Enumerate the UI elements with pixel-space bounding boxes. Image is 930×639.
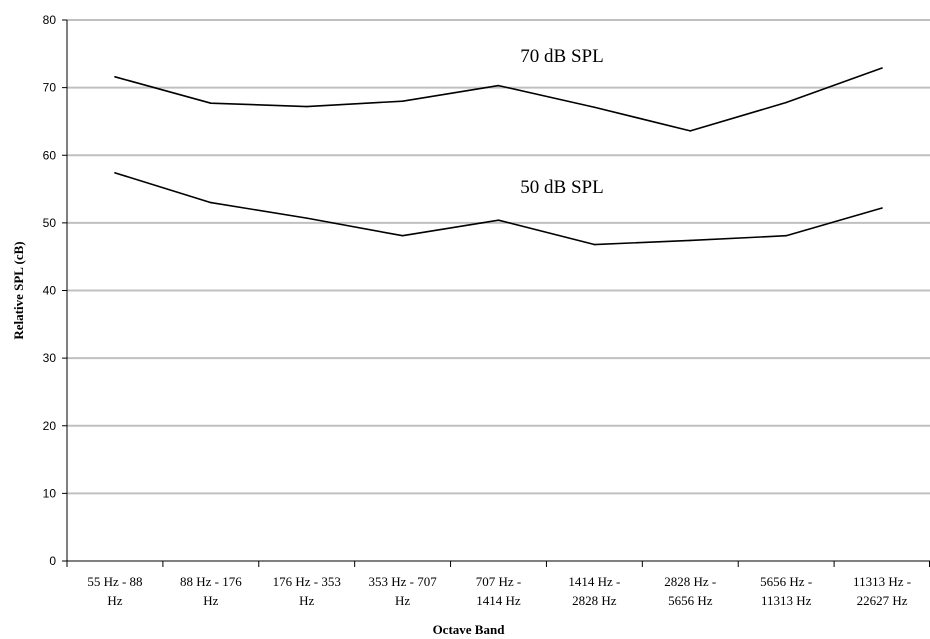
data-point <box>881 67 883 69</box>
y-tick-label: 20 <box>43 419 57 433</box>
data-point <box>689 130 692 132</box>
y-axis-title: Relative SPL (cB) <box>11 241 26 339</box>
data-point <box>401 100 404 102</box>
data-point <box>593 106 596 109</box>
data-point <box>210 201 212 204</box>
x-tick-label-line: 22627 Hz <box>857 593 908 608</box>
data-point <box>785 101 787 104</box>
data-point <box>593 243 596 246</box>
x-axis-title: Octave Band <box>433 622 506 637</box>
x-tick-label-line: 5656 Hz - <box>760 574 812 589</box>
x-tick-label: 2828 Hz - 5656 Hz <box>664 574 716 608</box>
x-tick-label-line: 55 Hz - 88 <box>87 574 142 589</box>
series-line-1 <box>114 172 883 246</box>
y-tick-label: 30 <box>43 351 57 365</box>
x-tick-label-line: 353 Hz - 707 <box>368 574 437 589</box>
x-tick-label: 707 Hz - 1414 Hz <box>476 574 522 608</box>
y-tick-label: 80 <box>43 13 57 27</box>
data-point <box>689 239 692 242</box>
x-tick-label-line: Hz <box>299 593 314 608</box>
x-tick-label-line: Hz <box>203 593 218 608</box>
y-tick-label: 10 <box>43 486 57 500</box>
x-tick-label-line: 2828 Hz - <box>664 574 716 589</box>
x-tick-label-line: 11313 Hz <box>761 593 812 608</box>
series-label-1: 50 dB SPL <box>520 177 603 198</box>
x-tick-label-line: 707 Hz - <box>476 574 522 589</box>
data-point <box>401 234 404 237</box>
x-tick-label-line: 5656 Hz <box>668 593 713 608</box>
x-tick-label-line: 88 Hz - 176 <box>180 574 242 589</box>
x-tick-label-line: 1414 Hz - <box>568 574 620 589</box>
data-point <box>210 102 212 104</box>
x-tick-label-line: 2828 Hz <box>572 593 617 608</box>
data-point <box>305 217 308 219</box>
data-point <box>785 234 787 237</box>
y-tick-label: 0 <box>49 554 56 568</box>
data-point <box>497 84 500 87</box>
series-line-0 <box>114 67 883 132</box>
x-tick-label-line: 11313 Hz - <box>853 574 911 589</box>
y-tick-label: 40 <box>43 284 57 298</box>
y-tick-label: 60 <box>43 148 57 162</box>
y-tick-label: 50 <box>43 216 57 230</box>
data-point <box>497 219 500 221</box>
x-tick-label: 11313 Hz - 22627 Hz <box>853 574 911 608</box>
data-point <box>114 76 116 78</box>
data-point <box>305 105 308 108</box>
series-lines <box>114 67 883 246</box>
series-label-0: 70 dB SPL <box>520 46 603 67</box>
x-tick-label-line: Hz <box>395 593 410 608</box>
y-tick-label: 70 <box>43 81 57 95</box>
x-tick-label: 176 Hz - 353 Hz <box>273 574 341 608</box>
x-tick-label-line: 176 Hz - 353 <box>273 574 341 589</box>
data-point <box>881 207 883 209</box>
y-axis: 0 10 20 30 40 50 60 70 80 <box>43 13 68 568</box>
x-tick-label: 55 Hz - 88 Hz <box>87 574 142 608</box>
x-tick-label: 5656 Hz - 11313 Hz <box>760 574 812 608</box>
gridlines <box>67 19 930 495</box>
x-tick-label: 1414 Hz - 2828 Hz <box>568 574 620 608</box>
x-tick-label-line: 1414 Hz <box>476 593 521 608</box>
data-point <box>114 172 116 174</box>
series-labels: 70 dB SPL 50 dB SPL <box>520 46 603 198</box>
x-tick-label-line: Hz <box>107 593 122 608</box>
x-tick-label: 88 Hz - 176 Hz <box>180 574 242 608</box>
x-tick-label: 353 Hz - 707 Hz <box>368 574 437 608</box>
